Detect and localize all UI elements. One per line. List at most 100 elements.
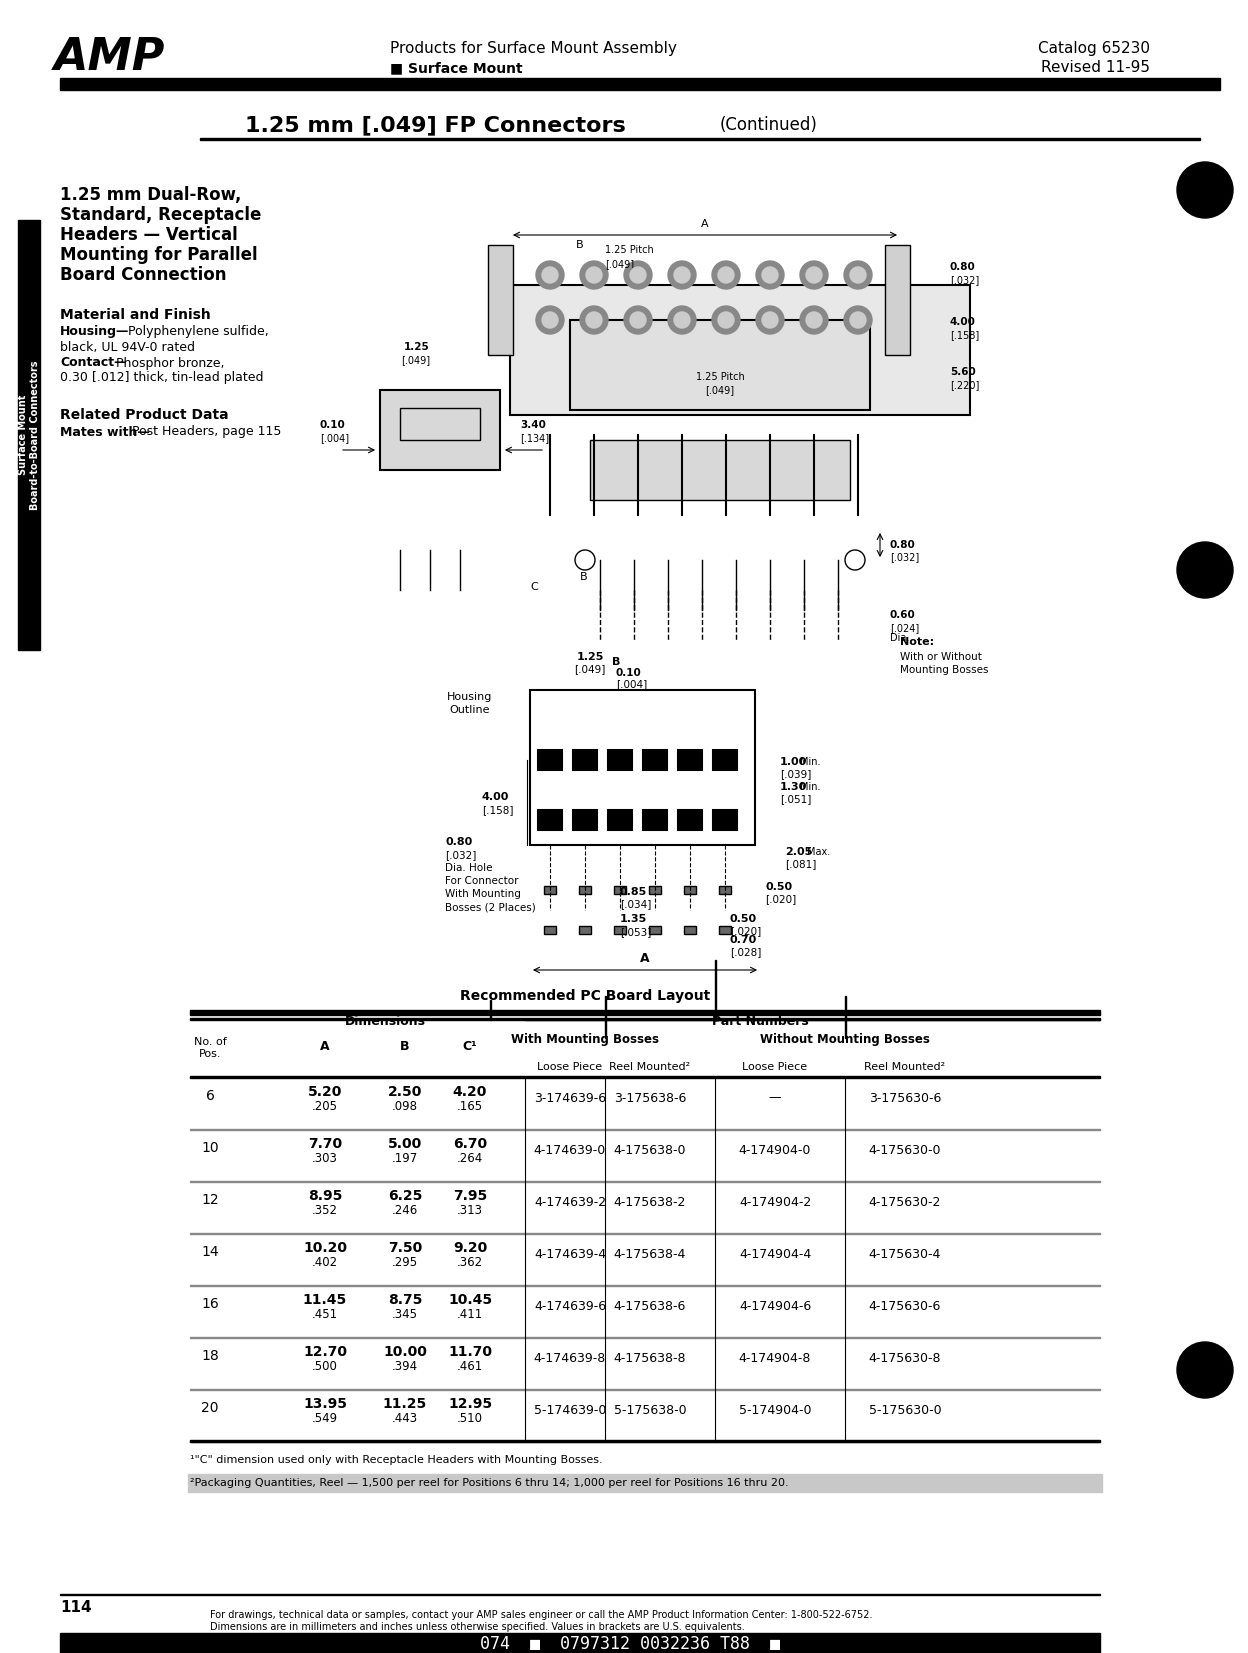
Text: 074  ■  0797312 0032236 T88  ■: 074 ■ 0797312 0032236 T88 ■ [480,1635,780,1653]
Text: 0.60: 0.60 [890,610,916,620]
Circle shape [587,312,602,327]
Text: 114: 114 [60,1600,91,1615]
Bar [684,886,696,894]
Text: .205: .205 [312,1099,338,1112]
Text: .098: .098 [392,1099,418,1112]
Text: 13.95: 13.95 [303,1397,347,1412]
Text: .411: .411 [457,1308,483,1321]
Text: For Connector: For Connector [446,876,518,886]
Circle shape [718,268,734,283]
Text: .402: .402 [312,1256,338,1268]
Circle shape [845,550,865,570]
Bar [608,750,631,770]
Text: .295: .295 [392,1256,418,1268]
Circle shape [850,268,866,283]
Text: Reel Mounted²: Reel Mounted² [865,1061,946,1073]
Text: [.051]: [.051] [780,793,811,803]
Text: .461: .461 [457,1359,483,1372]
Text: Surface Mount
Board-to-Board Connectors: Surface Mount Board-to-Board Connectors [19,360,40,509]
Circle shape [630,268,646,283]
Bar [200,137,1201,141]
Text: 0.70: 0.70 [730,936,758,946]
Bar [401,408,480,440]
Circle shape [806,312,822,327]
Text: With or Without: With or Without [900,651,982,661]
Text: Outline: Outline [449,704,490,716]
Text: C¹: C¹ [463,1040,477,1053]
Text: Min.: Min. [800,782,820,792]
Bar [885,245,910,355]
Bar [684,926,696,934]
Bar [544,886,557,894]
Bar [614,926,626,934]
Text: 14: 14 [201,1245,218,1260]
Circle shape [535,306,564,334]
Text: Standard, Receptacle: Standard, Receptacle [60,207,261,225]
Text: Without Mounting Bosses: Without Mounting Bosses [760,1033,930,1046]
Text: 4.00: 4.00 [950,317,976,327]
Bar [190,1076,1099,1078]
Bar [643,750,666,770]
Text: .246: .246 [392,1203,418,1217]
Text: [.024]: [.024] [890,623,920,633]
Text: Mates with—: Mates with— [60,425,150,438]
Text: 12.70: 12.70 [303,1346,347,1359]
Text: 7.70: 7.70 [308,1137,342,1150]
Text: .264: .264 [457,1152,483,1164]
Text: 3.40: 3.40 [520,420,545,430]
Text: [.049]: [.049] [705,385,735,395]
Text: 5-175630-0: 5-175630-0 [869,1403,941,1417]
Circle shape [542,312,558,327]
Text: 4-175638-4: 4-175638-4 [614,1248,686,1261]
Circle shape [763,312,778,327]
Text: B: B [577,240,584,250]
Text: 6: 6 [206,1089,215,1103]
Bar [608,810,631,830]
Text: .303: .303 [312,1152,338,1164]
Text: 20: 20 [201,1402,218,1415]
Circle shape [806,268,822,283]
Text: No. of: No. of [193,1036,226,1046]
Text: 4-175638-6: 4-175638-6 [614,1299,686,1312]
Text: [.081]: [.081] [785,860,816,869]
Circle shape [756,306,784,334]
Text: 0.50: 0.50 [730,914,758,924]
Circle shape [624,306,651,334]
Text: Dia. Hole: Dia. Hole [446,863,493,873]
Bar [17,220,40,650]
Text: 5.20: 5.20 [308,1084,342,1099]
Bar [573,810,597,830]
Circle shape [844,306,872,334]
Text: 6.25: 6.25 [388,1189,422,1203]
Text: 4-175630-6: 4-175630-6 [869,1299,941,1312]
Text: black, UL 94V-0 rated: black, UL 94V-0 rated [60,342,195,354]
Bar [579,926,592,934]
Text: Mounting for Parallel: Mounting for Parallel [60,246,257,264]
Text: 11.70: 11.70 [448,1346,492,1359]
Text: [.032]: [.032] [890,552,920,562]
Text: 4-174904-8: 4-174904-8 [739,1352,811,1364]
Text: 8.95: 8.95 [308,1189,342,1203]
Text: 4-174639-2: 4-174639-2 [534,1195,607,1208]
Text: ¹"C" dimension used only with Receptacle Headers with Mounting Bosses.: ¹"C" dimension used only with Receptacle… [190,1455,603,1465]
Text: Catalog 65230: Catalog 65230 [1038,41,1149,56]
Circle shape [1177,162,1233,218]
Text: 2.05: 2.05 [785,846,812,856]
Text: [.134]: [.134] [520,433,549,443]
Text: 4-174904-2: 4-174904-2 [739,1195,811,1208]
Text: 4-174904-4: 4-174904-4 [739,1248,811,1261]
Circle shape [580,261,608,289]
Text: A: A [701,218,709,230]
Circle shape [674,268,690,283]
Text: 3-175630-6: 3-175630-6 [869,1091,941,1104]
Bar [488,245,513,355]
Bar [614,886,626,894]
Text: [.004]: [.004] [617,679,648,689]
Bar [190,1018,1099,1020]
Text: 3-174639-6: 3-174639-6 [534,1091,607,1104]
Text: 4.20: 4.20 [453,1084,487,1099]
Text: Dimensions: Dimensions [344,1015,426,1028]
Circle shape [718,312,734,327]
Text: 7.95: 7.95 [453,1189,487,1203]
Text: [.032]: [.032] [446,850,477,860]
